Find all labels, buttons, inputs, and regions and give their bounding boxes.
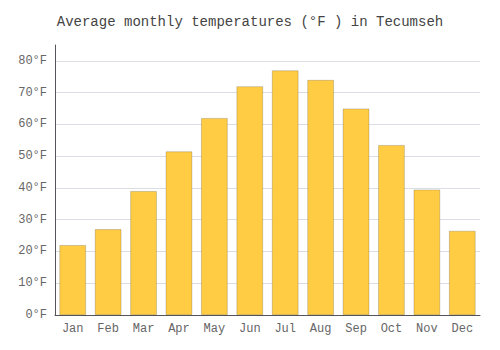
svg-text:Mar: Mar (133, 322, 155, 336)
svg-text:Feb: Feb (97, 322, 119, 336)
svg-text:Dec: Dec (451, 322, 473, 336)
svg-text:20°F: 20°F (18, 244, 47, 258)
svg-text:Average monthly temperatures (: Average monthly temperatures (°F ) in Te… (57, 14, 443, 30)
svg-text:80°F: 80°F (18, 54, 47, 68)
svg-text:10°F: 10°F (18, 276, 47, 290)
svg-text:Nov: Nov (416, 322, 438, 336)
svg-text:70°F: 70°F (18, 86, 47, 100)
svg-text:50°F: 50°F (18, 149, 47, 163)
svg-text:Jan: Jan (62, 322, 84, 336)
svg-text:30°F: 30°F (18, 213, 47, 227)
svg-text:May: May (204, 322, 226, 336)
svg-text:40°F: 40°F (18, 181, 47, 195)
svg-text:Oct: Oct (381, 322, 403, 336)
svg-text:Jun: Jun (239, 322, 261, 336)
svg-text:0°F: 0°F (25, 308, 47, 322)
svg-text:Jul: Jul (274, 322, 296, 336)
svg-text:60°F: 60°F (18, 117, 47, 131)
svg-text:Sep: Sep (345, 322, 367, 336)
svg-text:Aug: Aug (310, 322, 332, 336)
svg-text:Apr: Apr (168, 322, 190, 336)
